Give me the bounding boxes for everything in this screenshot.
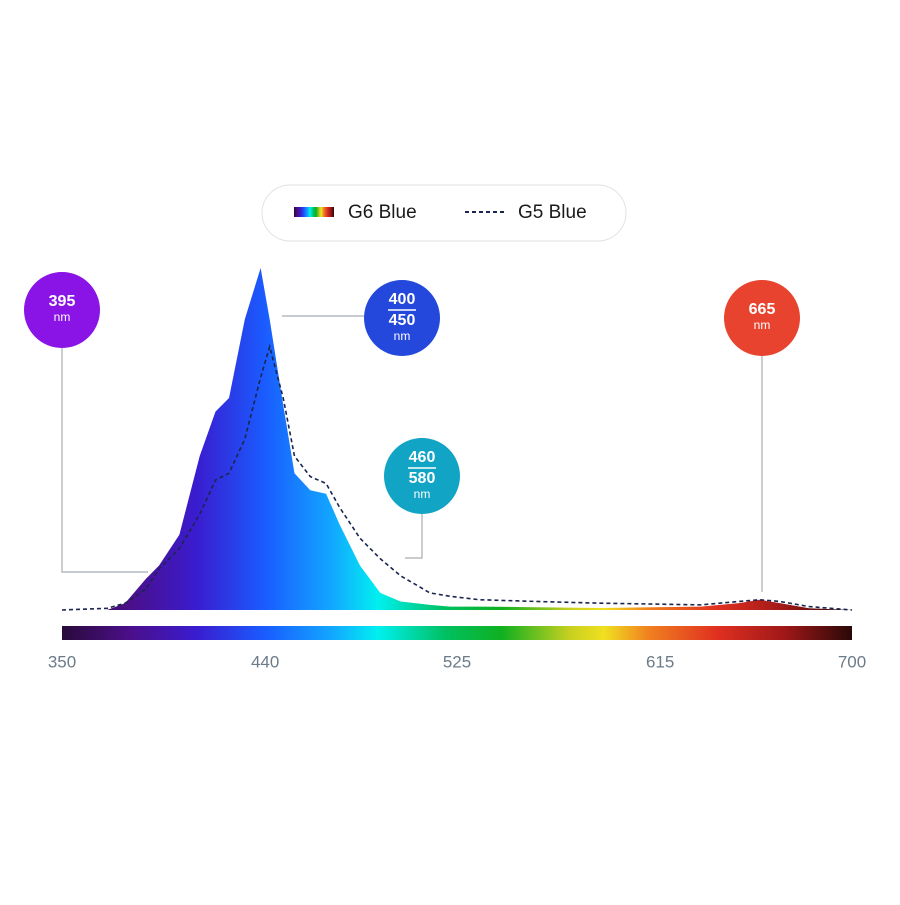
annotation-value: 450 xyxy=(389,312,416,329)
annotation-unit: nm xyxy=(394,329,411,343)
annotation-unit: nm xyxy=(754,318,771,332)
annotation-unit: nm xyxy=(414,487,431,501)
spectrum-bar xyxy=(62,626,852,640)
annotation-bubble xyxy=(724,280,800,356)
leader-line xyxy=(405,514,423,559)
annotation-value: 400 xyxy=(389,291,416,308)
legend-label: G6 Blue xyxy=(348,202,417,223)
x-tick-label: 615 xyxy=(646,652,674,671)
x-tick-label: 700 xyxy=(838,652,866,671)
annotation-bubble xyxy=(24,272,100,348)
leader-line xyxy=(61,348,148,573)
annotation-value: 395 xyxy=(49,293,76,310)
annotation-bubble xyxy=(364,280,440,356)
annotation-value: 665 xyxy=(749,301,776,318)
legend-box xyxy=(261,184,627,242)
annotation-bubble xyxy=(384,438,460,514)
series-area xyxy=(62,268,852,610)
x-tick-label: 525 xyxy=(443,652,471,671)
annotation-value: 460 xyxy=(409,449,436,466)
x-tick-label: 440 xyxy=(251,652,279,671)
annotation-unit: nm xyxy=(54,310,71,324)
legend-label: G5 Blue xyxy=(518,202,587,223)
series-line xyxy=(61,343,853,611)
legend-swatch xyxy=(294,207,334,217)
annotation-value: 580 xyxy=(409,470,436,487)
x-tick-label: 350 xyxy=(48,652,76,671)
